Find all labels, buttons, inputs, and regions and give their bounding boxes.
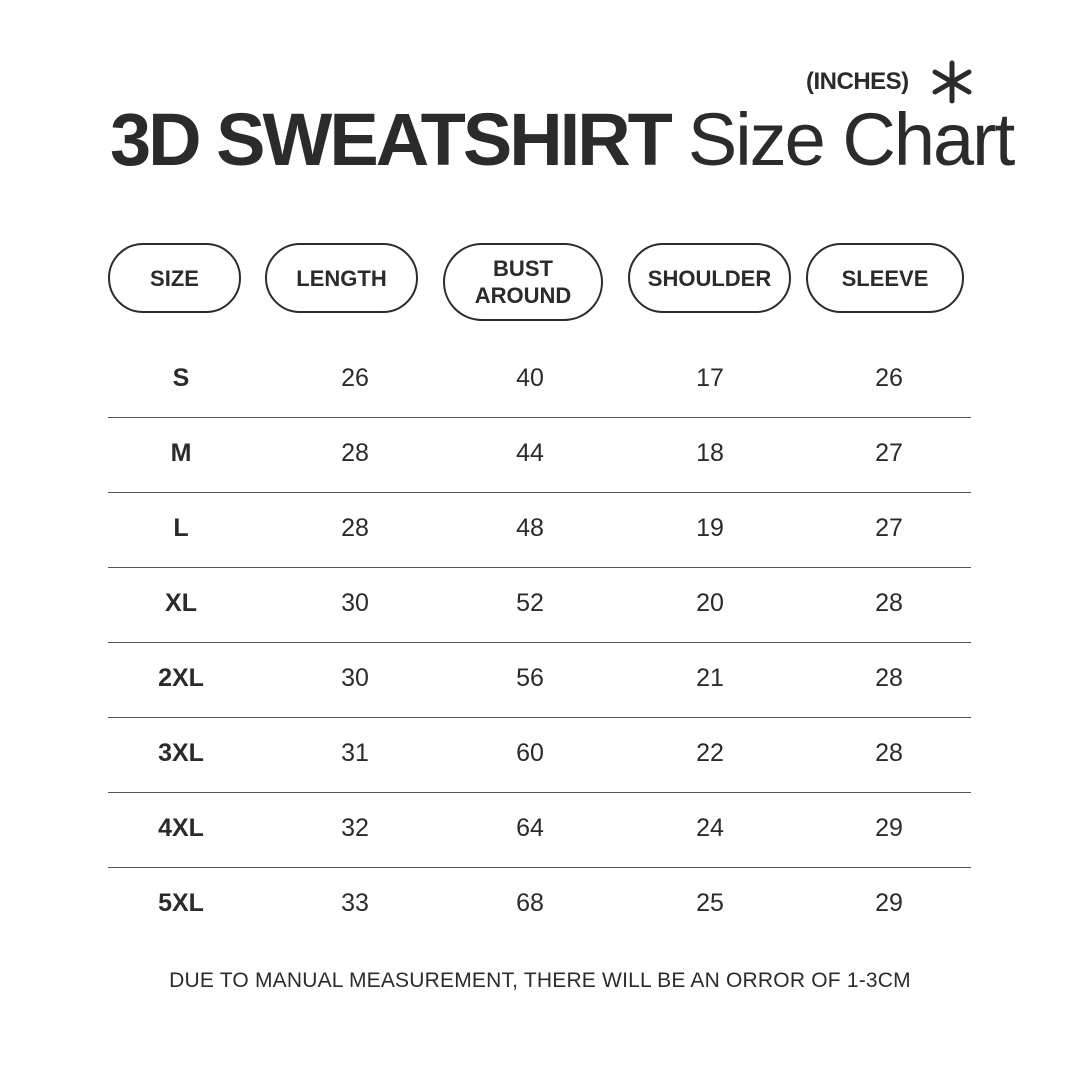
value-cell: 19 <box>696 514 724 542</box>
size-cell: 5XL <box>158 889 204 917</box>
value-cell: 56 <box>516 664 544 692</box>
page-title: 3D SWEATSHIRT Size Chart <box>110 98 1015 181</box>
value-cell: 26 <box>875 364 903 392</box>
row-divider <box>108 717 971 718</box>
value-cell: 28 <box>875 664 903 692</box>
column-header: SHOULDER <box>628 243 791 313</box>
column-header: SIZE <box>108 243 241 313</box>
asterisk-icon <box>932 60 972 104</box>
value-cell: 64 <box>516 814 544 842</box>
value-cell: 18 <box>696 439 724 467</box>
value-cell: 17 <box>696 364 724 392</box>
value-cell: 31 <box>341 739 369 767</box>
value-cell: 30 <box>341 589 369 617</box>
value-cell: 32 <box>341 814 369 842</box>
value-cell: 28 <box>875 589 903 617</box>
value-cell: 28 <box>341 439 369 467</box>
value-cell: 28 <box>341 514 369 542</box>
value-cell: 29 <box>875 814 903 842</box>
value-cell: 27 <box>875 439 903 467</box>
value-cell: 44 <box>516 439 544 467</box>
value-cell: 24 <box>696 814 724 842</box>
row-divider <box>108 867 971 868</box>
value-cell: 28 <box>875 739 903 767</box>
row-divider <box>108 567 971 568</box>
size-cell: 4XL <box>158 814 204 842</box>
row-divider <box>108 642 971 643</box>
size-cell: L <box>173 514 189 542</box>
value-cell: 48 <box>516 514 544 542</box>
column-header-label: SIZE <box>150 265 199 291</box>
title-bold: 3D SWEATSHIRT <box>110 98 673 181</box>
unit-label: (INCHES) <box>806 68 909 95</box>
value-cell: 25 <box>696 889 724 917</box>
column-header-label: SLEEVE <box>841 265 929 291</box>
size-cell: 3XL <box>158 739 204 767</box>
value-cell: 68 <box>516 889 544 917</box>
value-cell: 33 <box>341 889 369 917</box>
value-cell: 60 <box>516 739 544 767</box>
value-cell: 27 <box>875 514 903 542</box>
size-cell: 2XL <box>158 664 204 692</box>
column-header-label: LENGTH <box>296 265 387 291</box>
value-cell: 30 <box>341 664 369 692</box>
size-cell: XL <box>165 589 197 617</box>
size-cell: S <box>172 364 190 392</box>
value-cell: 29 <box>875 889 903 917</box>
column-header-label: SHOULDER <box>647 265 772 291</box>
size-cell: M <box>170 439 192 467</box>
row-divider <box>108 417 971 418</box>
column-header: BUST AROUND <box>443 243 603 321</box>
row-divider <box>108 792 971 793</box>
column-header: SLEEVE <box>806 243 964 313</box>
title-light: Size Chart <box>687 98 1015 181</box>
footnote: DUE TO MANUAL MEASUREMENT, THERE WILL BE… <box>169 969 911 992</box>
column-header: LENGTH <box>265 243 418 313</box>
value-cell: 40 <box>516 364 544 392</box>
value-cell: 26 <box>341 364 369 392</box>
column-header-label: BUST AROUND <box>474 256 572 308</box>
value-cell: 52 <box>516 589 544 617</box>
value-cell: 22 <box>696 739 724 767</box>
row-divider <box>108 492 971 493</box>
value-cell: 20 <box>696 589 724 617</box>
value-cell: 21 <box>696 664 724 692</box>
